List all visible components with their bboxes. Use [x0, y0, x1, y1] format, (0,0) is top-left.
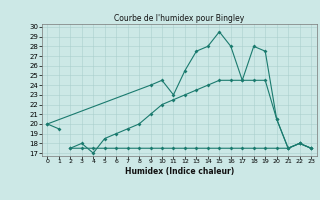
X-axis label: Humidex (Indice chaleur): Humidex (Indice chaleur) — [124, 167, 234, 176]
Title: Courbe de l'humidex pour Bingley: Courbe de l'humidex pour Bingley — [114, 14, 244, 23]
